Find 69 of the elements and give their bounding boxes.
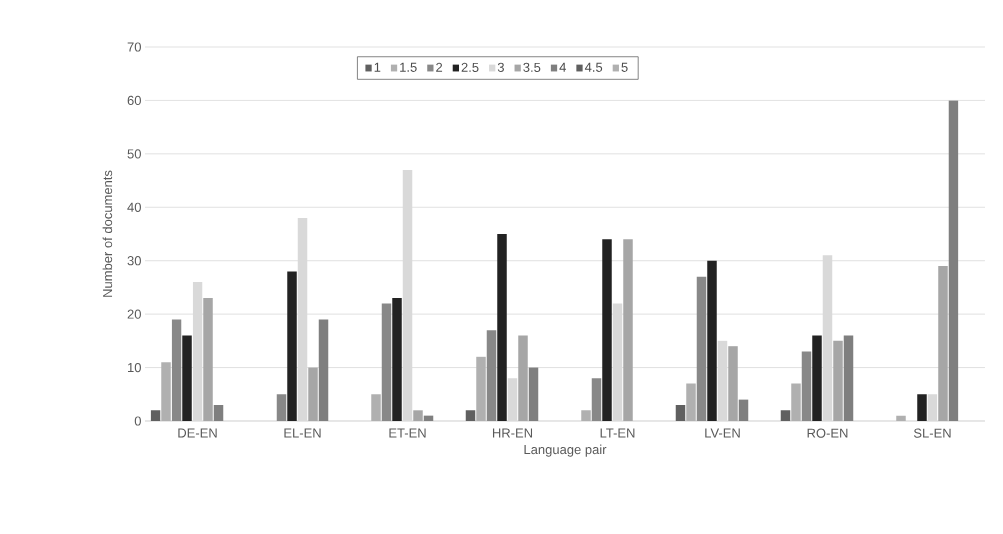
bar [465,410,476,421]
legend-label: 2.5 [461,62,479,72]
y-tick-label: 10 [128,362,141,373]
bar [602,239,612,421]
y-tick-label: 60 [127,95,141,106]
x-tick-label: LT-EN [600,428,635,438]
x-axis-title: Language pair [524,444,607,457]
bar [161,362,171,421]
x-tick-label: ET-EN [389,428,426,438]
bar [780,410,791,421]
legend-label: 5 [621,62,628,72]
bar [287,271,297,421]
bar [518,335,528,421]
x-tick-label: DE-EN [178,428,217,438]
bar [896,415,906,421]
bar [623,239,633,421]
y-axis-title: Number of documents [102,170,113,297]
bar [917,394,927,421]
bar [833,340,843,421]
bar [507,378,518,421]
bar [392,298,402,421]
bar [686,383,696,421]
x-tick-label: SL-EN [913,428,951,438]
bar [318,319,329,421]
bar [182,335,192,421]
bar [675,404,686,421]
bar [791,383,801,421]
legend-label: 4 [559,62,566,72]
x-tick-label: EL-EN [284,428,321,438]
bar [812,335,822,421]
bar [927,394,938,421]
bar [486,330,497,421]
y-tick-label: 20 [127,309,141,319]
bar [203,298,213,421]
bar [728,346,738,421]
y-tick-label: 30 [127,256,141,266]
bar [938,266,948,421]
bar [948,100,959,421]
bar [528,367,539,421]
y-tick-label: 40 [127,202,141,212]
bar [476,356,486,421]
legend-label: 3 [497,62,504,72]
bar [276,394,287,421]
bar [171,319,182,421]
y-tick-label: 70 [127,42,141,52]
bar [497,233,507,421]
legend-label: 3.5 [523,62,541,72]
bar [707,260,717,421]
bar [371,394,381,421]
legend-label: 1.5 [400,62,417,72]
legend-label: 2 [436,62,443,72]
bar [801,351,812,421]
bar [150,410,161,421]
x-tick-label: RO-EN [807,428,848,438]
bar [381,303,392,421]
legend-label: 4.5 [584,62,603,72]
bar [308,367,318,421]
bar [843,335,854,421]
y-tick-label: 0 [134,416,141,426]
legend-label: 1 [374,62,381,72]
y-tick-label: 50 [127,149,141,159]
x-tick-label: HR-EN [492,428,533,438]
bar [213,404,224,421]
x-tick-label: LV-EN [705,428,740,438]
bar [413,410,423,421]
bar [581,410,591,421]
bar [696,276,707,421]
bar [591,378,602,421]
bar [738,399,749,421]
